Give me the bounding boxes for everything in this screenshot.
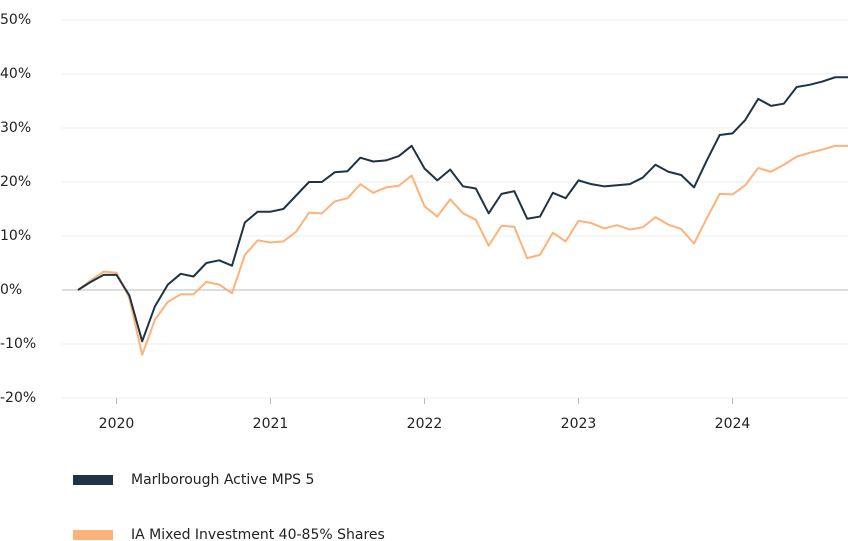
x-tick-label: 2020	[99, 416, 135, 432]
y-tick-label: -10%	[0, 336, 36, 352]
x-tick-label: 2024	[715, 416, 751, 432]
y-tick-label: 0%	[0, 282, 22, 298]
y-tick-label: 30%	[0, 120, 31, 136]
legend-label: IA Mixed Investment 40-85% Shares	[131, 527, 385, 541]
series-line	[77, 144, 848, 356]
y-tick-label: -20%	[0, 390, 36, 406]
y-tick-label: 40%	[0, 66, 31, 82]
x-tick-label: 2021	[253, 416, 289, 432]
y-tick-label: 10%	[0, 228, 31, 244]
x-tick-label: 2023	[561, 416, 597, 432]
y-tick-label: 20%	[0, 174, 31, 190]
legend-label: Marlborough Active MPS 5	[131, 472, 314, 488]
y-tick-label: 50%	[0, 12, 31, 28]
x-tick-label: 2022	[407, 416, 443, 432]
legend-swatch	[73, 475, 113, 485]
series-line	[77, 76, 848, 343]
legend-swatch	[73, 530, 113, 540]
